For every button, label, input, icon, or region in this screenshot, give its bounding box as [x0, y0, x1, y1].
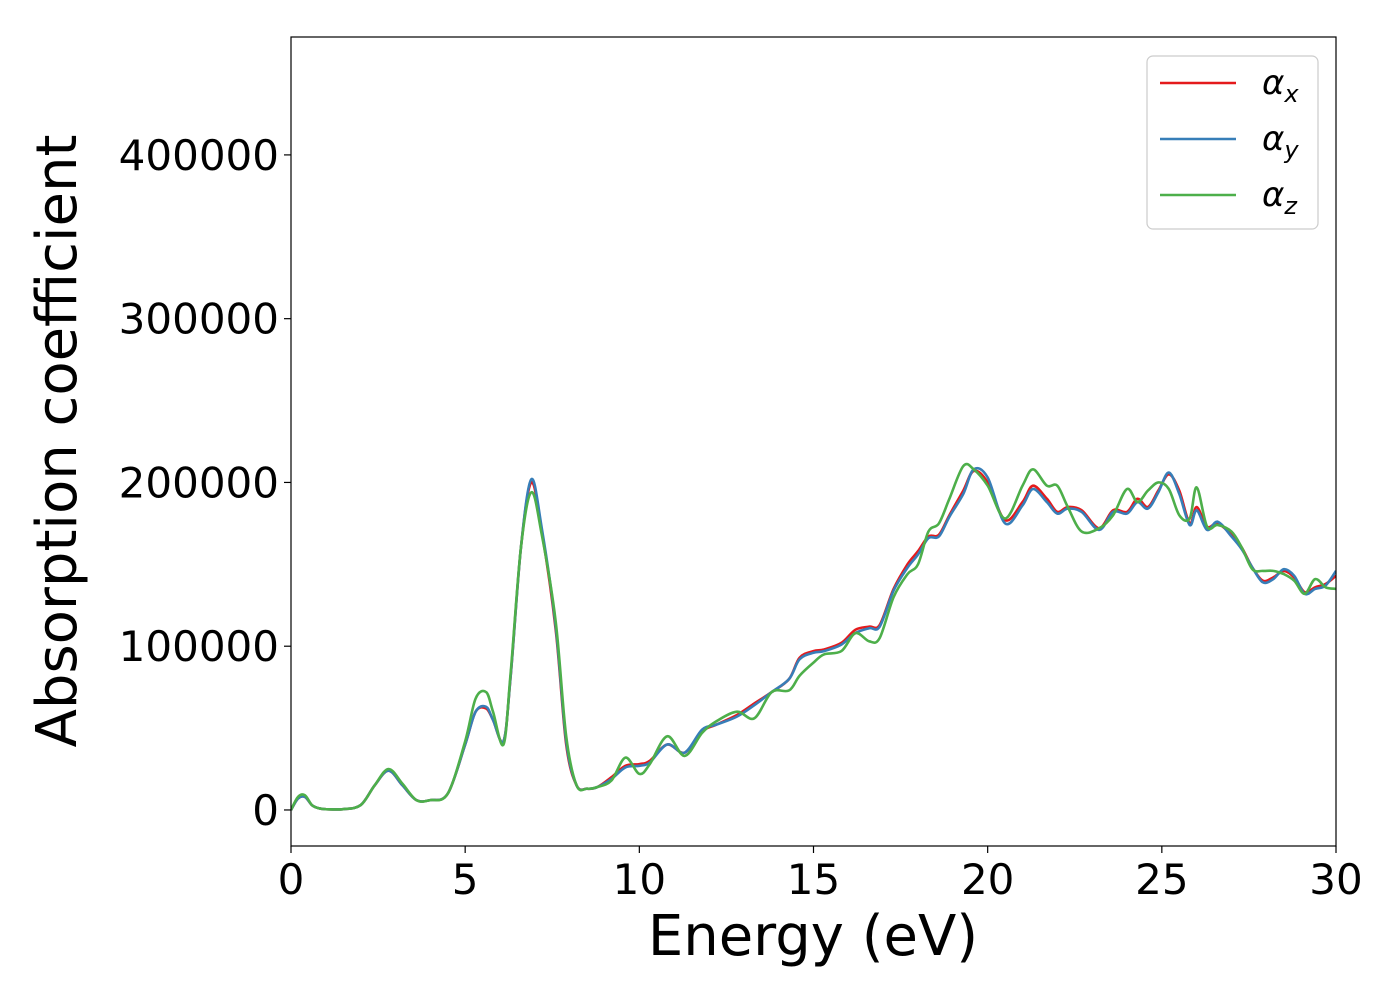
y-axis: 0 100000 200000 300000 400000: [119, 131, 291, 835]
x-tick-label: 5: [452, 855, 479, 904]
x-axis-label: Energy (eV): [648, 904, 978, 969]
legend-label-x: αx: [1262, 63, 1299, 108]
y-tick-label: 300000: [119, 295, 279, 344]
x-tick-label: 30: [1309, 855, 1362, 904]
x-axis: 0 5 10 15 20 25 30: [278, 846, 1363, 904]
series-layer: [291, 462, 1336, 811]
x-tick-label: 25: [1135, 855, 1188, 904]
x-tick-label: 20: [961, 855, 1014, 904]
x-tick-label: 10: [613, 855, 666, 904]
legend-label-z: αz: [1262, 175, 1298, 220]
series-line-z: [291, 462, 1336, 811]
y-tick-label: 200000: [119, 458, 279, 507]
y-tick-label: 100000: [119, 622, 279, 671]
legend-box: [1146, 55, 1319, 230]
y-tick-label: 0: [252, 786, 279, 835]
legend-label-y: αy: [1262, 119, 1299, 164]
x-tick-label: 15: [787, 855, 840, 904]
series-line-y: [291, 466, 1336, 811]
y-tick-label: 400000: [119, 131, 279, 180]
y-axis-label: Absorption coefficient: [25, 135, 90, 748]
legend: αx αy αz: [1146, 55, 1319, 230]
x-tick-label: 0: [278, 855, 305, 904]
